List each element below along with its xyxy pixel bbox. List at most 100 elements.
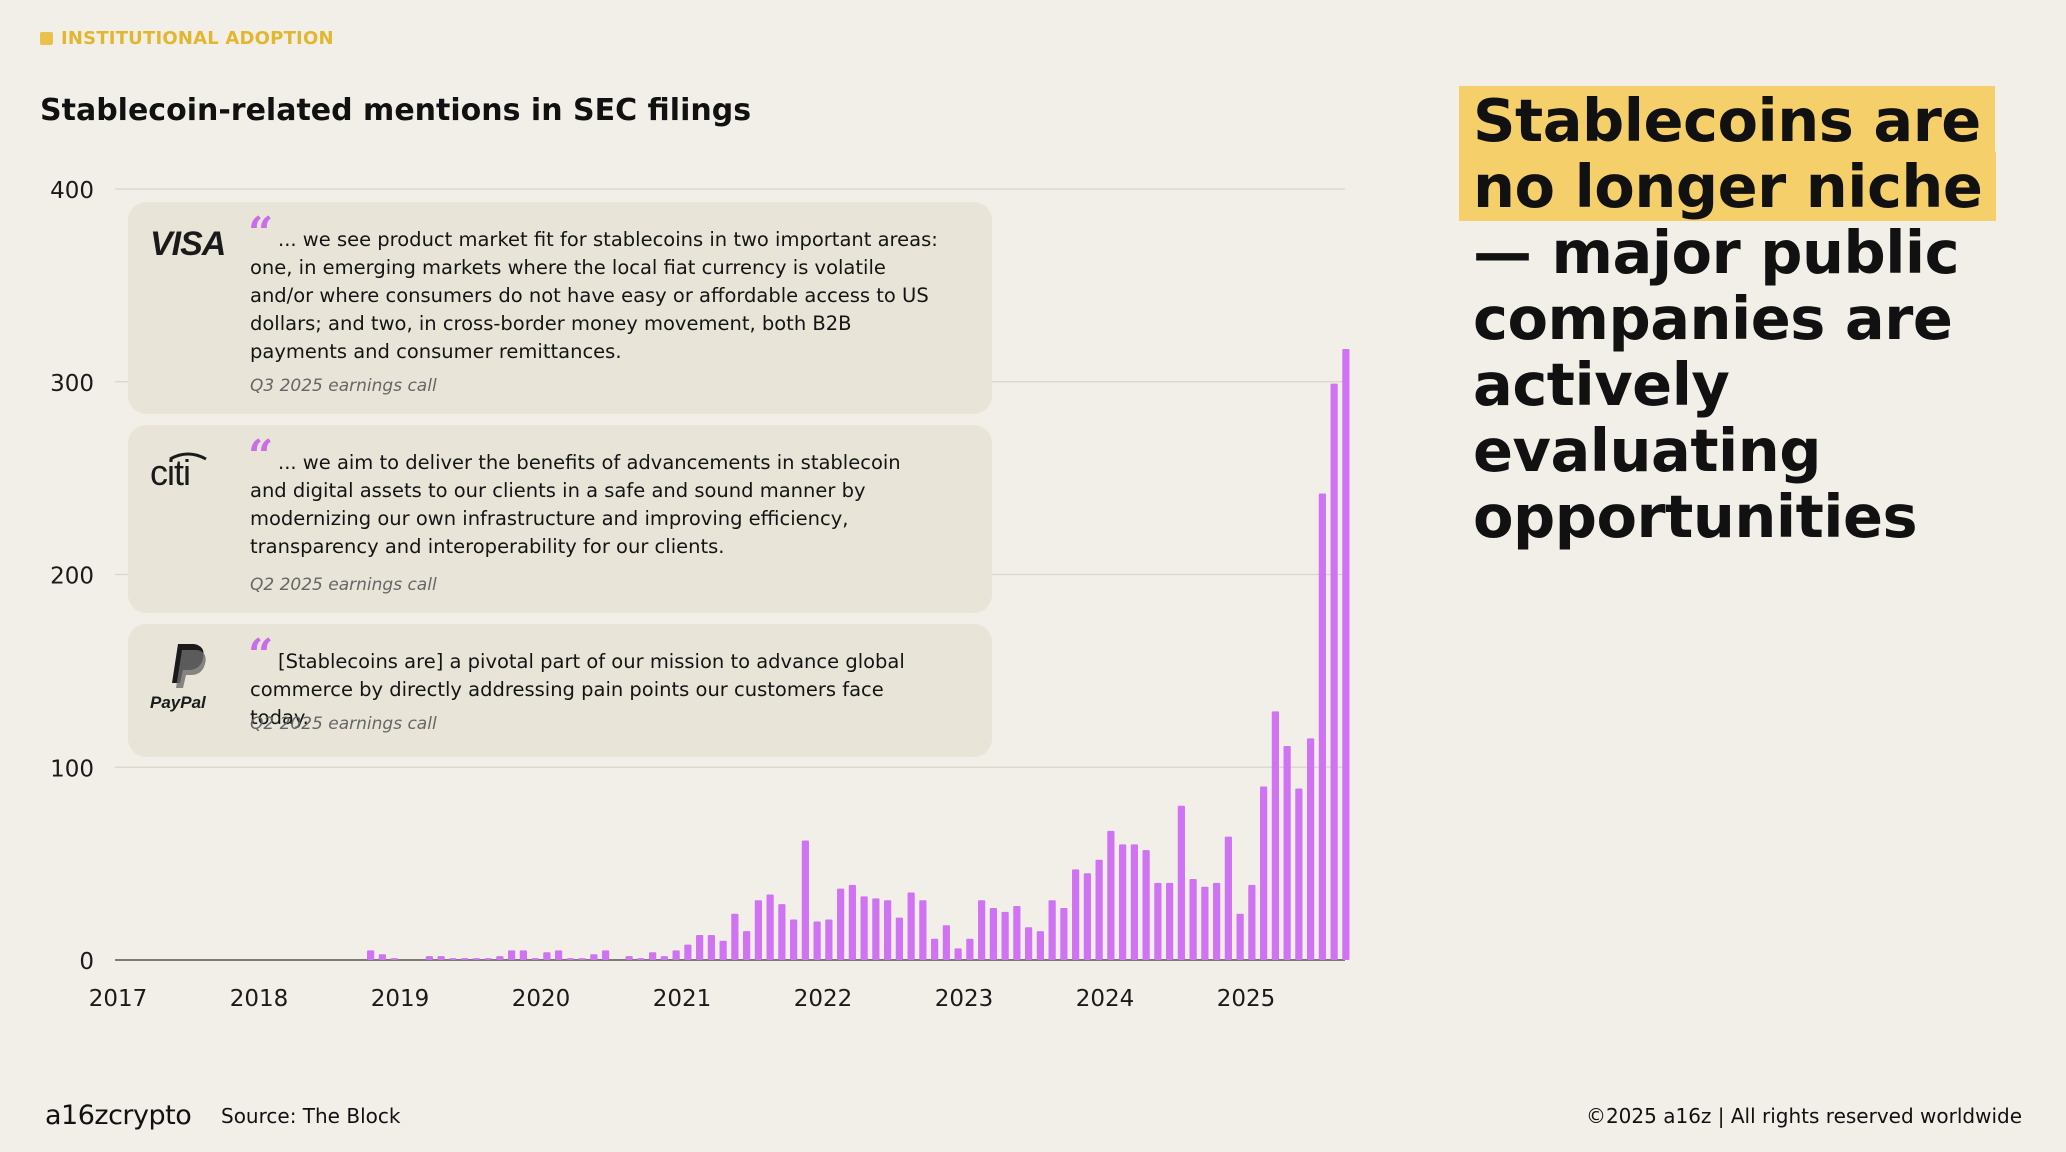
chart-bar	[778, 904, 786, 960]
svg-text:VISA: VISA	[150, 225, 225, 263]
quote-text: [Stablecoins are] a pivotal part of our …	[250, 650, 905, 729]
chart-bar	[731, 913, 739, 960]
headline-highlight-line1: Stablecoins are	[1473, 86, 1981, 155]
x-tick-label: 2021	[653, 986, 712, 1012]
chart-bar	[989, 907, 997, 960]
chart-bar	[1330, 383, 1338, 960]
chart-bar	[1036, 931, 1044, 960]
svg-text:PayPal: PayPal	[150, 693, 207, 712]
chart-title: Stablecoin-related mentions in SEC filin…	[40, 93, 752, 128]
chart-bar	[649, 952, 657, 960]
chart-bar	[672, 950, 680, 960]
chart-bar	[1318, 493, 1326, 960]
chart-bar	[1060, 907, 1068, 960]
quote-source: Q2 2025 earnings call	[250, 714, 437, 734]
chart-bar	[543, 952, 551, 960]
chart-bar	[1001, 911, 1009, 960]
x-tick-label: 2017	[89, 986, 148, 1012]
chart-bar	[1295, 788, 1303, 960]
quote-mark-icon: “	[248, 630, 274, 681]
x-tick-label: 2025	[1217, 986, 1276, 1012]
chart-bar	[519, 950, 527, 960]
y-tick-label: 400	[50, 178, 94, 204]
chart-bar	[496, 956, 504, 960]
chart-bar	[1236, 913, 1244, 960]
source-note: Source: The Block	[221, 1104, 401, 1128]
chart-bar	[1224, 836, 1232, 960]
chart-bar	[707, 934, 715, 960]
paypal-logo: PayPal	[150, 644, 207, 712]
chart-bar	[1166, 882, 1174, 960]
quote-source: Q3 2025 earnings call	[250, 376, 437, 396]
chart-bar	[919, 900, 927, 960]
chart-bar	[637, 958, 645, 960]
chart-bar	[602, 950, 610, 960]
chart-bar	[449, 958, 457, 960]
chart-bar	[378, 954, 386, 960]
section-tag-label: INSTITUTIONAL ADOPTION	[61, 28, 334, 49]
chart-bar	[484, 958, 492, 960]
chart-bar	[813, 921, 821, 960]
chart-bar	[884, 900, 892, 960]
x-tick-label: 2024	[1076, 986, 1135, 1012]
y-tick-label: 100	[50, 756, 94, 782]
chart-bar	[1083, 873, 1091, 960]
chart-bar	[508, 950, 516, 960]
x-tick-label: 2020	[512, 986, 571, 1012]
x-tick-label: 2018	[230, 986, 289, 1012]
brand-logo: a16zcrypto	[45, 1100, 192, 1131]
chart-bar	[848, 884, 856, 960]
chart-bar	[801, 840, 809, 960]
headline: Stablecoins are no longer niche — major p…	[1459, 86, 2033, 550]
chart-bar	[390, 958, 398, 960]
chart-bar	[719, 940, 727, 960]
chart-bar	[1072, 869, 1080, 960]
quote-card-citi: citi “ ... we aim to deliver the benefit…	[128, 425, 992, 613]
y-tick-label: 300	[50, 371, 94, 397]
chart-bar	[790, 919, 798, 960]
headline-highlight-line2: no longer niche	[1473, 152, 1983, 221]
chart-bar	[1107, 830, 1115, 960]
chart-bar	[1119, 844, 1127, 960]
chart-bar	[660, 956, 668, 960]
chart-bar	[1013, 906, 1021, 960]
citi-logo: citi	[150, 452, 207, 493]
chart-bar	[766, 894, 774, 960]
chart-bar	[1130, 844, 1138, 960]
chart-bar	[1201, 886, 1209, 960]
quote-mark-icon: “	[248, 208, 274, 259]
quote-mark-icon: “	[248, 431, 274, 482]
quote-source: Q2 2025 earnings call	[250, 575, 437, 595]
chart-bar	[1177, 805, 1185, 960]
chart-bar	[1213, 882, 1221, 960]
chart-bar	[1248, 884, 1256, 960]
chart-bar	[425, 956, 433, 960]
chart-bar	[837, 888, 845, 960]
chart-bar	[1271, 711, 1279, 960]
chart-bar	[1142, 850, 1150, 960]
chart-bar	[1189, 879, 1197, 960]
chart-bar	[1283, 746, 1291, 960]
chart-bar	[555, 950, 563, 960]
chart-bar	[754, 900, 762, 960]
chart-bar	[1342, 348, 1350, 960]
chart-bar	[1260, 786, 1268, 960]
chart-bar	[684, 944, 692, 960]
chart-bar	[860, 896, 868, 960]
chart-bar	[472, 958, 480, 960]
chart-bar	[1048, 900, 1056, 960]
chart-bar	[1095, 859, 1103, 960]
quote-card-paypal: PayPal “ [Stablecoins are] a pivotal par…	[128, 624, 992, 757]
chart-bar	[978, 900, 986, 960]
chart-bar	[1025, 927, 1033, 960]
quote-text: ... we aim to deliver the benefits of ad…	[250, 451, 901, 558]
y-tick-label: 0	[79, 949, 94, 975]
svg-text:citi: citi	[150, 452, 190, 493]
chart-bar	[578, 958, 586, 960]
bar-chart: 0 100 200 300 400 2017 2018 2019 2020 2021 2022 202…	[50, 178, 1350, 1012]
chart-bar	[1307, 738, 1315, 960]
chart-bar	[590, 954, 598, 960]
chart-bar	[625, 956, 633, 960]
chart-bar	[895, 917, 903, 960]
x-tick-label: 2022	[794, 986, 853, 1012]
